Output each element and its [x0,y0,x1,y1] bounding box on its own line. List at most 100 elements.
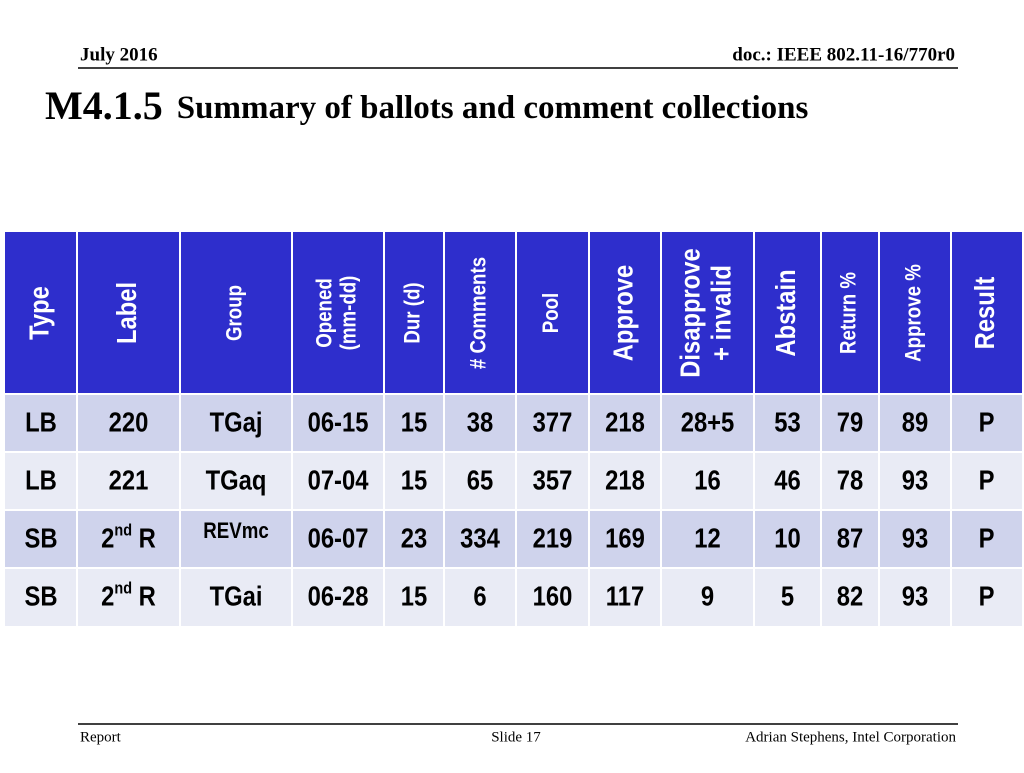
table-cell: TGaj [210,406,263,438]
table-cell: TGaq [206,464,267,496]
column-header: Abstain [769,269,801,356]
table-cell: 82 [837,580,863,612]
column-header: Result [968,276,1000,349]
cell-sup: nd [114,521,132,539]
cell-base: 2 [101,522,114,554]
table-cell: 2nd R [101,521,156,553]
table-cell: 220 [109,406,149,438]
table-cell: 377 [533,406,573,438]
table-cell: 15 [401,464,427,496]
table-cell: 15 [401,580,427,612]
header-row [5,232,1022,394]
table-cell: 15 [401,406,427,438]
table-cell: 93 [902,522,928,554]
table-cell: 169 [605,522,645,554]
table-cell: P [979,522,995,554]
table-cell: P [979,464,995,496]
column-header: Disapprove+ invalid [674,248,737,378]
table-cell: LB [25,406,57,438]
table-cell: 12 [694,522,720,554]
table-cell: LB [25,464,57,496]
table: Type Label Group Opened(mm-dd) Dur (d) # Comm… [5,232,1022,626]
column-header-line: Label [110,282,142,344]
column-header: Label [110,282,142,344]
cell-base: 2 [101,580,114,612]
cell-after: R [132,522,156,554]
title-number: M4.1.5 [45,83,163,128]
table-cell: 10 [774,522,800,554]
table-cell: 221 [109,464,149,496]
table-cell: 06-28 [308,580,369,612]
column-header-line: + invalid [704,265,736,361]
table-cell: SB [24,580,57,612]
column-header: Approve % [902,264,926,362]
column-header-line: Result [968,276,1000,349]
column-header-line: Type [23,286,55,340]
column-header-line: Approve % [902,264,926,362]
column-header-line: Group [223,285,247,341]
header-date: July 2016 [80,44,158,65]
table-cell: 06-15 [308,406,369,438]
cell-sup: nd [114,579,132,597]
cell-after: R [132,580,156,612]
table-cell: 65 [467,464,493,496]
column-header: Return % [837,272,861,354]
table-row [5,394,1022,452]
column-header-line: Dur (d) [401,282,425,343]
column-header-line: Abstain [769,269,801,356]
table-cell: REVmc [203,519,268,543]
table-cell: 334 [460,522,500,554]
table-cell: 2nd R [101,579,156,611]
table-cell: 160 [533,580,573,612]
table-cell: 79 [837,406,863,438]
table-cell: 07-04 [308,464,369,496]
table-cell: 218 [605,464,645,496]
table-cell: TGai [210,580,263,612]
table-cell: SB [24,522,57,554]
table-cell: P [979,406,995,438]
column-header-line: Return % [837,272,861,354]
table-cell: 46 [774,464,800,496]
table-cell: 78 [837,464,863,496]
table-cell: 16 [694,464,720,496]
column-header: Opened(mm-dd) [313,276,361,351]
column-header: Approve [607,265,639,361]
footer-center: Slide 17 [491,729,541,745]
table-cell: 06-07 [308,522,369,554]
table-cell: P [979,580,995,612]
table-cell: 28+5 [681,406,735,438]
column-header-line: Disapprove [674,248,706,378]
column-header: # Comments [467,257,491,369]
table-cell: 357 [533,464,573,496]
table-cell: 218 [605,406,645,438]
column-header-line: Pool [540,293,564,334]
column-header-line: (mm-dd) [338,276,362,351]
table-row [5,452,1022,510]
header-doc: doc.: IEEE 802.11-16/770r0 [732,44,955,65]
table-cell: 117 [606,580,644,612]
title-text: Summary of ballots and comment collectio… [177,90,809,126]
table-cell: 23 [401,522,427,554]
table-cell: 9 [701,580,714,612]
table-cell: 53 [774,406,800,438]
column-header-line: # Comments [467,257,491,369]
table-cell: 93 [902,580,928,612]
table-cell: 219 [533,522,573,554]
table-row [5,510,1022,568]
table-cell: 6 [473,580,486,612]
column-header: Pool [540,293,564,334]
table-row [5,568,1022,626]
column-header: Type [23,286,55,340]
table-cell: 5 [781,580,794,612]
column-header: Dur (d) [401,282,425,343]
footer-left: Report [80,729,122,745]
table-cell: 93 [902,464,928,496]
table-cell: 87 [837,522,863,554]
table-cell: 38 [467,406,493,438]
title: M4.1.5 Summary of ballots and comment co… [45,83,808,128]
column-header-line: Opened [313,278,337,348]
footer-right: Adrian Stephens, Intel Corporation [745,729,956,745]
column-header-line: Approve [607,265,639,361]
table-cell: 89 [902,406,928,438]
